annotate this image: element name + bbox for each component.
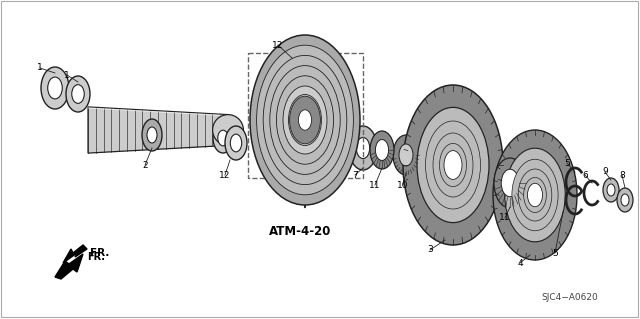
Text: 4: 4 bbox=[517, 258, 523, 268]
Ellipse shape bbox=[607, 184, 615, 196]
Text: 11: 11 bbox=[499, 213, 511, 222]
Ellipse shape bbox=[142, 119, 162, 151]
Text: 3: 3 bbox=[427, 246, 433, 255]
Ellipse shape bbox=[621, 194, 629, 206]
Ellipse shape bbox=[356, 137, 370, 159]
Text: 12: 12 bbox=[220, 170, 230, 180]
Ellipse shape bbox=[433, 133, 473, 197]
Ellipse shape bbox=[230, 134, 242, 152]
Ellipse shape bbox=[494, 158, 526, 208]
Text: 6: 6 bbox=[582, 170, 588, 180]
Text: FR.: FR. bbox=[87, 252, 105, 262]
Text: 12: 12 bbox=[272, 41, 284, 49]
Text: 5: 5 bbox=[564, 159, 570, 167]
Text: SJC4−A0620: SJC4−A0620 bbox=[541, 293, 598, 302]
Ellipse shape bbox=[66, 76, 90, 112]
Text: 9: 9 bbox=[602, 167, 608, 176]
Ellipse shape bbox=[417, 108, 489, 223]
Ellipse shape bbox=[426, 121, 481, 209]
Ellipse shape bbox=[213, 123, 233, 153]
Ellipse shape bbox=[147, 127, 157, 143]
Polygon shape bbox=[63, 245, 87, 263]
Text: 2: 2 bbox=[142, 160, 148, 169]
Ellipse shape bbox=[270, 66, 340, 174]
Text: 8: 8 bbox=[619, 170, 625, 180]
Ellipse shape bbox=[283, 86, 327, 154]
Text: 11: 11 bbox=[369, 181, 381, 189]
Ellipse shape bbox=[524, 177, 547, 212]
Ellipse shape bbox=[403, 85, 503, 245]
Text: 1: 1 bbox=[37, 63, 43, 72]
Polygon shape bbox=[55, 254, 83, 279]
Text: 5: 5 bbox=[552, 249, 558, 257]
Ellipse shape bbox=[298, 110, 312, 130]
Text: ATM-4-20: ATM-4-20 bbox=[269, 225, 331, 238]
Text: 7: 7 bbox=[352, 170, 358, 180]
Ellipse shape bbox=[444, 151, 462, 179]
Ellipse shape bbox=[48, 77, 62, 99]
Ellipse shape bbox=[349, 126, 377, 170]
Ellipse shape bbox=[370, 131, 394, 169]
Ellipse shape bbox=[225, 126, 247, 160]
Ellipse shape bbox=[393, 135, 419, 175]
Ellipse shape bbox=[290, 96, 321, 144]
Ellipse shape bbox=[41, 67, 69, 109]
Ellipse shape bbox=[505, 148, 565, 242]
Text: 1: 1 bbox=[64, 70, 70, 79]
Text: FR.: FR. bbox=[90, 248, 109, 258]
Ellipse shape bbox=[527, 183, 543, 207]
Text: 10: 10 bbox=[397, 181, 409, 189]
Ellipse shape bbox=[440, 144, 467, 187]
Ellipse shape bbox=[263, 56, 347, 185]
Ellipse shape bbox=[376, 139, 388, 160]
Ellipse shape bbox=[294, 103, 316, 137]
Ellipse shape bbox=[399, 144, 413, 166]
Ellipse shape bbox=[212, 115, 243, 145]
Ellipse shape bbox=[501, 169, 519, 197]
Ellipse shape bbox=[289, 94, 321, 145]
Ellipse shape bbox=[512, 159, 558, 231]
Ellipse shape bbox=[276, 76, 333, 164]
Ellipse shape bbox=[603, 178, 619, 202]
Ellipse shape bbox=[257, 45, 353, 195]
Ellipse shape bbox=[218, 130, 228, 146]
Ellipse shape bbox=[617, 188, 633, 212]
Ellipse shape bbox=[518, 169, 552, 221]
Ellipse shape bbox=[493, 130, 577, 260]
Polygon shape bbox=[88, 107, 228, 153]
Ellipse shape bbox=[72, 85, 84, 103]
Ellipse shape bbox=[250, 35, 360, 205]
